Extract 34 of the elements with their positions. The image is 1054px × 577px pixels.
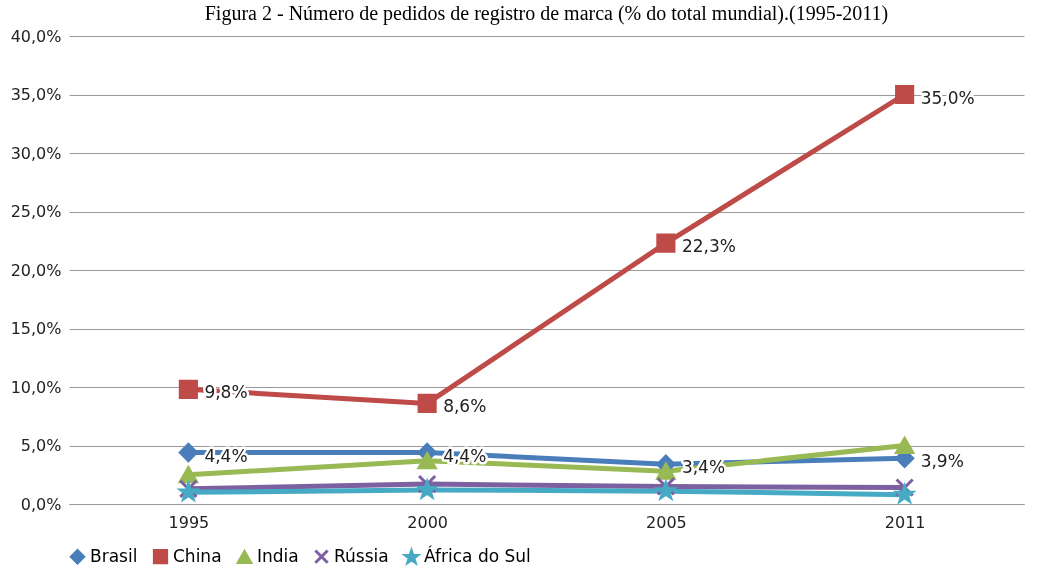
y-tick-label: 20,0%	[10, 260, 62, 280]
point	[417, 474, 437, 494]
y-tick-label: 15,0%	[10, 319, 62, 338]
y-tick-label: 5,0%	[20, 436, 62, 455]
point	[178, 466, 198, 484]
x-tick-label: 2000	[407, 512, 448, 532]
point	[178, 379, 198, 399]
data-label: 22,3%	[681, 236, 736, 257]
y-tick-label: 30,0%	[10, 143, 62, 163]
chart-title: Figura 2 - Número de pedidos de registro de marca (% do total mundial).(1995-2011)	[204, 2, 889, 25]
point	[417, 393, 437, 413]
legend-label: África do Sul	[424, 545, 531, 567]
y-tick-label: 25,0%	[10, 202, 62, 221]
legend-label: India	[257, 546, 299, 567]
x-tick-label: 2005	[646, 512, 687, 532]
y-tick-label: 40,0%	[10, 26, 62, 46]
legend-label: China	[173, 545, 222, 566]
point	[178, 442, 198, 463]
point	[656, 233, 676, 253]
data-label: 8,6%	[443, 396, 487, 417]
y-tick-label: 10,0%	[10, 377, 62, 397]
y-tick-label: 0,0%	[20, 494, 62, 514]
legend-label: Rússia	[334, 545, 389, 566]
point	[895, 84, 915, 105]
data-label: 35,0%	[920, 87, 975, 108]
legend-label: Brasil	[90, 545, 138, 566]
point	[656, 476, 676, 497]
x-tick-label: 1995	[168, 512, 210, 532]
point	[656, 462, 676, 480]
point	[895, 437, 915, 454]
x-tick-label: 2011	[884, 512, 926, 532]
y-tick-label: 35,0%	[10, 85, 62, 104]
data-label: 3,9%	[920, 451, 964, 472]
point	[417, 452, 437, 470]
